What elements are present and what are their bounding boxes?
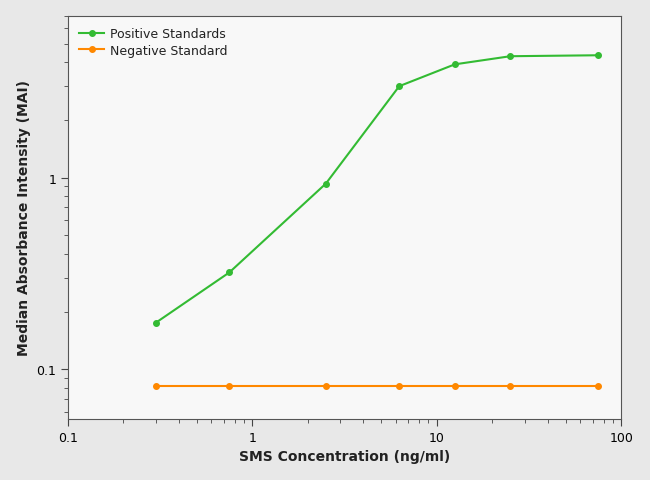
Positive Standards xyxy=(451,62,459,68)
Negative Standard xyxy=(322,383,330,389)
Legend: Positive Standards, Negative Standard: Positive Standards, Negative Standard xyxy=(74,23,233,62)
Positive Standards xyxy=(226,270,233,276)
Positive Standards xyxy=(506,54,514,60)
Line: Negative Standard: Negative Standard xyxy=(153,383,601,389)
Negative Standard xyxy=(395,383,403,389)
X-axis label: SMS Concentration (ng/ml): SMS Concentration (ng/ml) xyxy=(239,449,450,463)
Positive Standards xyxy=(322,181,330,187)
Negative Standard xyxy=(451,383,459,389)
Positive Standards xyxy=(395,84,403,90)
Negative Standard xyxy=(506,383,514,389)
Line: Positive Standards: Positive Standards xyxy=(153,53,601,326)
Negative Standard xyxy=(152,383,160,389)
Negative Standard xyxy=(595,383,603,389)
Positive Standards xyxy=(595,53,603,59)
Positive Standards xyxy=(152,320,160,326)
Y-axis label: Median Absorbance Intensity (MAI): Median Absorbance Intensity (MAI) xyxy=(17,80,31,356)
Negative Standard xyxy=(226,383,233,389)
